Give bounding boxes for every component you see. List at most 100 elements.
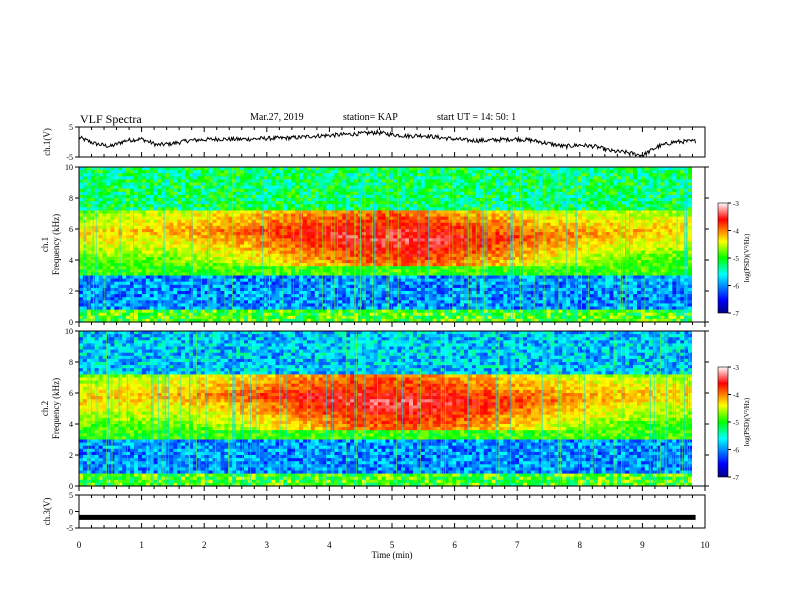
spectrogram-cell <box>137 185 143 190</box>
spectrogram-cell <box>354 201 359 205</box>
spectrogram-cell <box>106 219 112 224</box>
spectrogram-cell <box>342 167 347 171</box>
spectrogram-cell <box>432 275 438 280</box>
spectrogram-cell <box>361 250 367 255</box>
spectrogram-cell <box>287 300 292 304</box>
spectrogram-cell <box>381 173 387 177</box>
spectrogram-cell <box>228 191 233 196</box>
spectrogram-cell <box>306 185 312 190</box>
spectrogram-cell <box>259 207 265 211</box>
spectrogram-cell <box>409 253 414 258</box>
spectrogram-cell <box>405 238 410 242</box>
spectrogram-cell <box>310 281 316 286</box>
spectrogram-cell <box>428 210 434 215</box>
spectrogram-cell <box>204 281 210 286</box>
spectrogram-cell <box>287 241 292 246</box>
spectrogram-cell <box>228 216 233 221</box>
spectrogram-cell <box>275 207 280 211</box>
spectrogram-cell <box>141 241 147 246</box>
spectrogram-cell <box>145 253 151 258</box>
spectrogram-cell <box>432 173 438 177</box>
spectrogram-cell <box>251 216 257 221</box>
spectrogram-cell <box>259 210 265 215</box>
spectrogram-cell <box>251 198 257 202</box>
spectrogram-cell <box>346 250 351 255</box>
spectrogram-cell <box>247 263 253 267</box>
spectrogram-cell <box>452 238 457 242</box>
spectrogram-cell <box>299 201 304 205</box>
spectrogram-cell <box>452 210 457 215</box>
spectrogram-cell <box>275 269 280 273</box>
spectrogram-cell <box>365 306 371 311</box>
spectrogram-cell <box>361 179 367 184</box>
spectrogram-cell <box>322 238 328 242</box>
spectrogram-cell <box>161 167 167 171</box>
spectrogram-cell <box>365 303 371 308</box>
spectrogram-cell <box>216 210 222 215</box>
spectrogram-cell <box>153 238 159 242</box>
spectrogram-cell <box>361 201 367 205</box>
spectrogram-cell <box>236 204 241 208</box>
spectrogram-cell <box>130 247 135 252</box>
spectrogram-cell <box>326 256 332 261</box>
spectrogram-cell <box>401 269 406 273</box>
spectrogram-cell <box>212 216 218 221</box>
spectrogram-cell <box>244 300 249 304</box>
spectrogram-cell <box>385 269 391 273</box>
spectrogram-cell <box>334 170 339 174</box>
spectrogram-cell <box>279 167 284 171</box>
spectrogram-cell <box>428 207 434 211</box>
spectrogram-cell <box>369 176 375 180</box>
spectrogram-cell <box>271 222 277 227</box>
spectrogram-cell <box>251 294 257 298</box>
spectrogram-cell <box>393 250 398 255</box>
spectrogram-cell <box>173 229 178 233</box>
spectrogram-cell <box>153 229 159 233</box>
spectrogram-cell <box>365 210 371 215</box>
spectrogram-cell <box>338 232 343 236</box>
spectrogram-cell <box>153 272 159 277</box>
spectrogram-cell <box>291 185 296 190</box>
spectrogram-cell <box>299 170 304 174</box>
spectrogram-cell <box>189 306 194 311</box>
spectrogram-cell <box>350 241 355 246</box>
spectrogram-cell <box>275 170 280 174</box>
spectrogram-cell <box>220 207 225 211</box>
spectrogram-cell <box>114 170 119 174</box>
spectrogram-cell <box>377 232 383 236</box>
spectrogram-cell <box>452 194 457 199</box>
spectrogram-cell <box>185 278 190 283</box>
spectrogram-cell <box>279 263 284 267</box>
spectrogram-cell <box>94 167 100 171</box>
spectrogram-cell <box>247 185 253 190</box>
spectrogram-cell <box>244 229 249 233</box>
spectrogram-cell <box>232 263 237 267</box>
spectrogram-cell <box>318 303 324 308</box>
spectrogram-cell <box>440 244 446 249</box>
spectrogram-cell <box>232 182 237 187</box>
spectrogram-cell <box>79 219 84 224</box>
spectrogram-cell <box>255 300 261 304</box>
spectrogram-cell <box>346 198 351 202</box>
spectrogram-cell <box>204 232 210 236</box>
spectrogram-cell <box>208 275 214 280</box>
spectrogram-cell <box>153 300 159 304</box>
spectrogram-cell <box>244 263 249 267</box>
spectrogram-cell <box>224 297 229 301</box>
spectrogram-cell <box>141 232 147 236</box>
spectrogram-cell <box>130 266 135 270</box>
spectrogram-cell <box>161 188 167 193</box>
spectrogram-cell <box>232 275 237 280</box>
spectrogram-cell <box>424 182 430 187</box>
spectrogram-cell <box>452 256 457 261</box>
spectrogram-cell <box>334 278 339 283</box>
spectrogram-cell <box>283 284 288 289</box>
spectrogram-cell <box>452 297 457 301</box>
spectrogram-cell <box>189 284 194 289</box>
spectrogram-cell <box>365 170 371 174</box>
spectrogram-cell <box>189 300 194 304</box>
spectrogram-cell <box>259 219 265 224</box>
spectrogram-cell <box>177 185 182 190</box>
spectrogram-cell <box>134 204 139 208</box>
spectrogram-cell <box>295 294 300 298</box>
